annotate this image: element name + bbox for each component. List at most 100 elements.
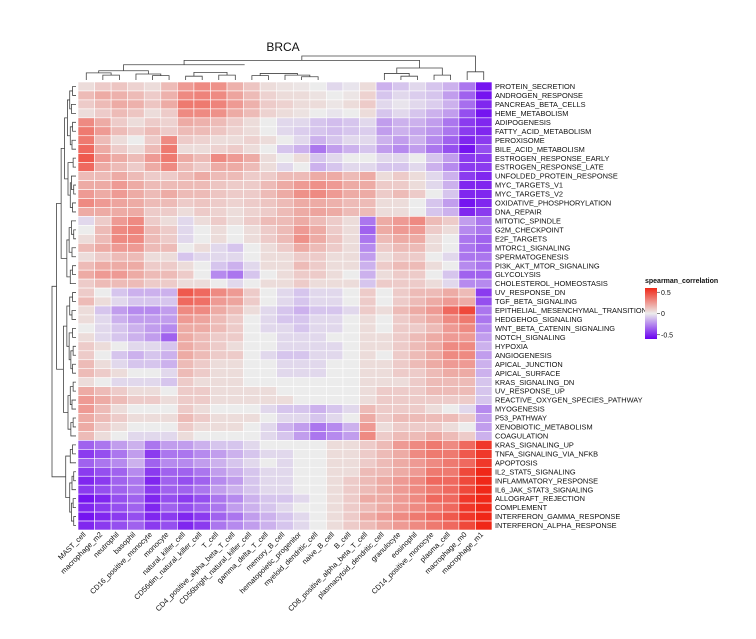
heatmap-cell [309, 126, 327, 137]
heatmap-cell [77, 251, 95, 262]
heatmap-cell [342, 153, 360, 163]
heatmap-cell [458, 449, 476, 459]
heatmap-cell [94, 511, 112, 522]
heatmap-cell [226, 511, 244, 522]
heatmap-cell [226, 108, 244, 119]
heatmap-cell [259, 332, 278, 343]
heatmap-cell [110, 234, 128, 244]
heatmap-cell [342, 484, 360, 495]
heatmap-cell [210, 296, 228, 307]
heatmap-cell [309, 144, 327, 154]
heatmap-cell [342, 81, 360, 92]
heatmap-cell [94, 278, 112, 289]
heatmap-cell [276, 305, 294, 316]
heatmap-cell [392, 359, 410, 370]
heatmap-cell [210, 234, 228, 244]
heatmap-cell [259, 475, 278, 486]
heatmap-cell [458, 395, 476, 405]
heatmap-cell [143, 251, 162, 262]
heatmap-cell [276, 81, 294, 92]
heatmap-cell [177, 278, 195, 289]
heatmap-cell [259, 117, 278, 128]
heatmap-cell [243, 162, 261, 172]
heatmap-cell [226, 466, 244, 477]
heatmap-cell [110, 296, 128, 307]
dendrogram-branch [63, 325, 68, 413]
heatmap-cell [276, 135, 294, 146]
heatmap-cell [342, 511, 360, 522]
heatmap-cell [408, 180, 427, 190]
heatmap-cell [392, 323, 410, 334]
heatmap-cell [226, 422, 244, 432]
dendrogram-branch [68, 332, 73, 361]
heatmap-cell [425, 225, 443, 235]
heatmap-cell [442, 368, 460, 378]
heatmap-cell [342, 117, 360, 128]
heatmap-cell [110, 162, 128, 172]
row-label: GLYCOLYSIS [495, 270, 541, 279]
heatmap-cell [193, 287, 211, 298]
heatmap-cell [408, 153, 427, 163]
heatmap-cell [143, 395, 162, 405]
heatmap-cell [127, 117, 145, 128]
heatmap-cell [143, 502, 162, 513]
heatmap-cell [292, 332, 311, 343]
heatmap-cell [276, 359, 294, 370]
heatmap-cell [193, 404, 211, 414]
heatmap-cell [342, 305, 360, 316]
heatmap-cells [77, 81, 493, 531]
heatmap-cell [276, 207, 294, 217]
heatmap-cell [94, 216, 112, 226]
heatmap-cell [425, 323, 443, 334]
heatmap-cell [210, 502, 228, 513]
heatmap-cell [276, 314, 294, 325]
heatmap-cell [392, 422, 410, 432]
heatmap-cell [375, 323, 393, 334]
heatmap-cell [425, 520, 443, 531]
heatmap-cell [408, 162, 427, 172]
heatmap-cell [359, 117, 377, 128]
heatmap-cell [127, 359, 145, 370]
heatmap-cell [143, 386, 162, 396]
heatmap-cell [408, 440, 427, 450]
heatmap-cell [326, 251, 344, 262]
heatmap-cell [193, 377, 211, 387]
heatmap-cell [408, 81, 427, 92]
heatmap-cell [259, 207, 278, 217]
heatmap-cell [458, 466, 476, 477]
heatmap-cell [160, 135, 178, 146]
heatmap-cell [292, 180, 311, 190]
heatmap-cell [177, 99, 195, 110]
heatmap-cell [326, 296, 344, 307]
heatmap-cell [309, 207, 327, 217]
heatmap-cell [326, 108, 344, 119]
heatmap-cell [160, 431, 178, 441]
heatmap-cell [392, 180, 410, 190]
heatmap-cell [160, 449, 178, 459]
row-label: KRAS_SIGNALING_DN [495, 378, 574, 387]
heatmap-cell [77, 502, 95, 513]
row-label: INTERFERON_ALPHA_RESPONSE [495, 521, 617, 530]
heatmap-cell [160, 323, 178, 334]
heatmap-cell [210, 449, 228, 459]
heatmap-cell [342, 458, 360, 468]
heatmap-cell [94, 144, 112, 154]
heatmap-cell [342, 493, 360, 504]
heatmap-cell [392, 171, 410, 181]
heatmap-cell [326, 332, 344, 343]
heatmap-cell [127, 269, 145, 280]
heatmap-cell [243, 386, 261, 396]
heatmap-cell [475, 162, 493, 172]
heatmap-cell [143, 207, 162, 217]
heatmap-cell [127, 511, 145, 522]
heatmap-cell [127, 314, 145, 325]
row-label: MTORC1_SIGNALING [495, 243, 571, 252]
dendrogram-branch [65, 455, 71, 498]
heatmap-cell [127, 180, 145, 190]
heatmap-cell [226, 225, 244, 235]
heatmap-cell [292, 108, 311, 119]
heatmap-cell [143, 511, 162, 522]
heatmap-cell [475, 386, 493, 396]
dendrogram-branch [72, 417, 76, 428]
heatmap-cell [276, 117, 294, 128]
